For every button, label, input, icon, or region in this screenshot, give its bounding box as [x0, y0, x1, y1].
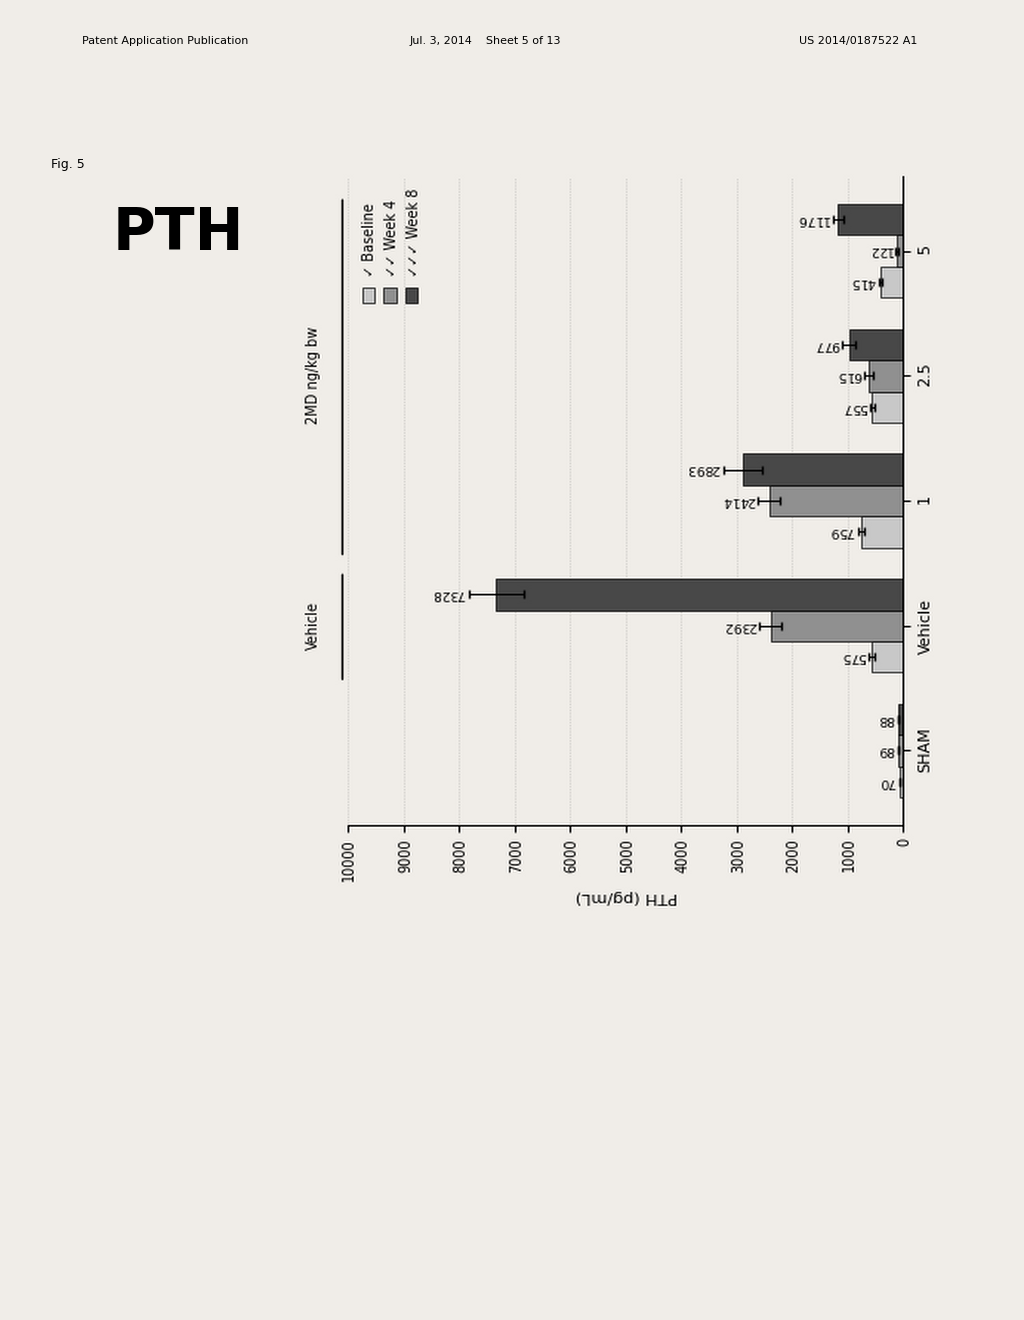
Text: Fig. 5: Fig. 5	[51, 158, 85, 172]
Text: Jul. 3, 2014    Sheet 5 of 13: Jul. 3, 2014 Sheet 5 of 13	[410, 36, 561, 46]
Text: US 2014/0187522 A1: US 2014/0187522 A1	[799, 36, 918, 46]
Text: Patent Application Publication: Patent Application Publication	[82, 36, 248, 46]
Text: PTH: PTH	[113, 205, 244, 261]
